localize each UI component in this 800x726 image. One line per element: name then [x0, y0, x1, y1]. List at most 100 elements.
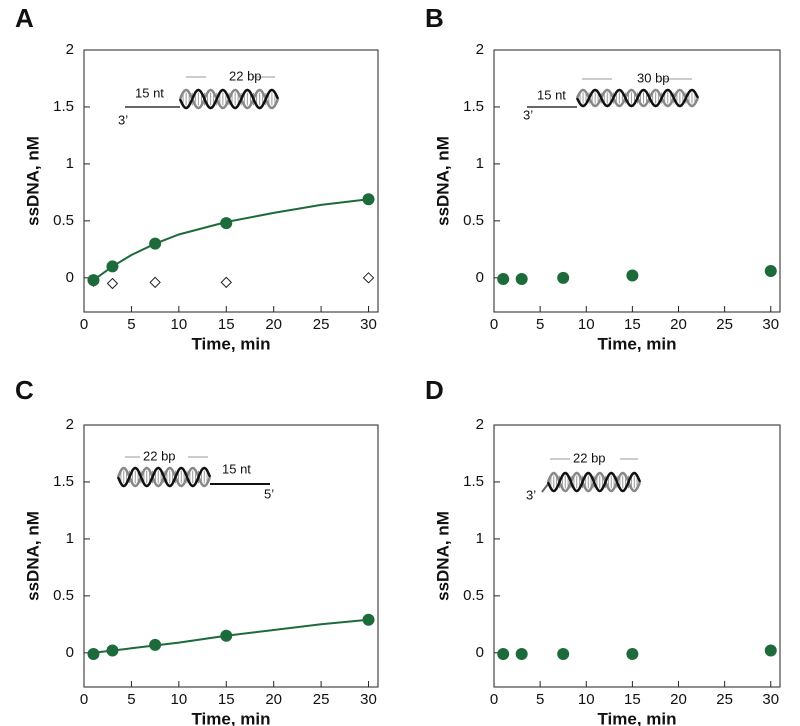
data-point [764, 644, 777, 657]
y-tick-label: 1 [66, 530, 74, 547]
data-point [515, 647, 528, 660]
y-tick-label: 0 [476, 644, 484, 661]
x-tick-label: 20 [670, 316, 687, 333]
annotation: 15 nt [135, 85, 164, 100]
x-tick-label: 30 [762, 691, 779, 708]
data-point [87, 647, 100, 660]
annotation: 3’ [526, 487, 536, 502]
x-tick-label: 25 [313, 691, 330, 708]
y-tick-label: 1 [476, 155, 484, 172]
x-tick-label: 25 [716, 691, 733, 708]
fit-line [92, 198, 369, 281]
plot-frame [83, 49, 379, 313]
y-axis-label: ssDNA, nM [433, 136, 452, 226]
y-tick-label: 1 [66, 155, 74, 172]
y-tick-label: 0.5 [463, 587, 484, 604]
y-axis-label: ssDNA, nM [23, 511, 42, 601]
panel-label: D [425, 375, 444, 405]
x-tick-label: 5 [536, 691, 544, 708]
annotation: 30 bp [637, 70, 670, 85]
panel-label: B [425, 3, 444, 33]
x-tick-label: 15 [218, 691, 235, 708]
y-tick-label: 2 [66, 416, 74, 433]
x-tick-label: 25 [313, 316, 330, 333]
diamond-point [106, 277, 119, 290]
x-tick-label: 0 [490, 316, 498, 333]
data-point [515, 272, 528, 285]
annotation: 15 nt [537, 87, 566, 102]
x-tick-label: 20 [265, 691, 282, 708]
annotation: 22 bp [143, 448, 176, 463]
data-point [149, 237, 162, 250]
data-point [362, 193, 375, 206]
data-point [87, 274, 100, 287]
y-tick-label: 0 [66, 644, 74, 661]
x-tick-label: 10 [170, 691, 187, 708]
data-point [626, 647, 639, 660]
x-tick-label: 30 [762, 316, 779, 333]
helix-strand [546, 471, 642, 493]
x-tick-label: 15 [624, 691, 641, 708]
x-tick-label: 5 [127, 691, 135, 708]
y-axis-label: ssDNA, nM [433, 511, 452, 601]
x-tick-label: 20 [265, 316, 282, 333]
y-tick-label: 0.5 [53, 212, 74, 229]
data-point [149, 638, 162, 651]
diamond-point [362, 272, 375, 284]
data-point [557, 647, 570, 660]
x-tick-label: 25 [716, 316, 733, 333]
x-tick-label: 20 [670, 691, 687, 708]
x-tick-label: 5 [536, 316, 544, 333]
annotation: 3’ [523, 107, 533, 122]
x-tick-label: 30 [360, 691, 377, 708]
panel-label: A [15, 3, 34, 33]
data-point [497, 647, 510, 660]
plot-frame [493, 49, 781, 313]
x-tick-label: 0 [80, 691, 88, 708]
y-tick-label: 1.5 [53, 473, 74, 490]
x-tick-label: 10 [578, 691, 595, 708]
data-point [362, 613, 375, 626]
data-point [220, 217, 233, 230]
data-point [557, 271, 570, 284]
helix-strand [116, 466, 212, 488]
y-tick-label: 0 [66, 269, 74, 286]
x-tick-label: 30 [360, 316, 377, 333]
y-tick-label: 0 [476, 269, 484, 286]
y-tick-label: 0.5 [53, 587, 74, 604]
x-tick-label: 15 [218, 316, 235, 333]
plot-frame [83, 424, 379, 688]
y-tick-label: 1.5 [463, 473, 484, 490]
x-tick-label: 15 [624, 316, 641, 333]
y-tick-label: 2 [476, 41, 484, 58]
y-tick-label: 0.5 [463, 212, 484, 229]
y-tick-label: 1.5 [53, 98, 74, 115]
annotation: 22 bp [573, 450, 606, 465]
panel-label: C [15, 375, 34, 405]
x-tick-label: 5 [127, 316, 135, 333]
y-axis-label: ssDNA, nM [23, 136, 42, 226]
y-tick-label: 1 [476, 530, 484, 547]
annotation: 22 bp [229, 68, 262, 83]
data-point [764, 264, 777, 277]
y-tick-label: 2 [66, 41, 74, 58]
diamond-point [220, 276, 232, 289]
annotation: 15 nt [222, 461, 251, 476]
x-tick-label: 10 [170, 316, 187, 333]
x-tick-label: 10 [578, 316, 595, 333]
data-point [626, 269, 639, 282]
annotation: 5’ [264, 486, 274, 501]
data-point [106, 260, 119, 273]
y-tick-label: 2 [476, 416, 484, 433]
annotation: 3’ [118, 112, 128, 127]
diamond-point [149, 276, 161, 289]
data-point [497, 272, 510, 285]
helix-strand [178, 88, 280, 110]
ss-strand [541, 483, 549, 493]
y-tick-label: 1.5 [463, 98, 484, 115]
x-axis-label: Time, min [597, 334, 676, 353]
data-point [106, 644, 119, 657]
x-axis-label: Time, min [191, 709, 270, 726]
x-axis-label: Time, min [191, 334, 270, 353]
x-axis-label: Time, min [597, 709, 676, 726]
